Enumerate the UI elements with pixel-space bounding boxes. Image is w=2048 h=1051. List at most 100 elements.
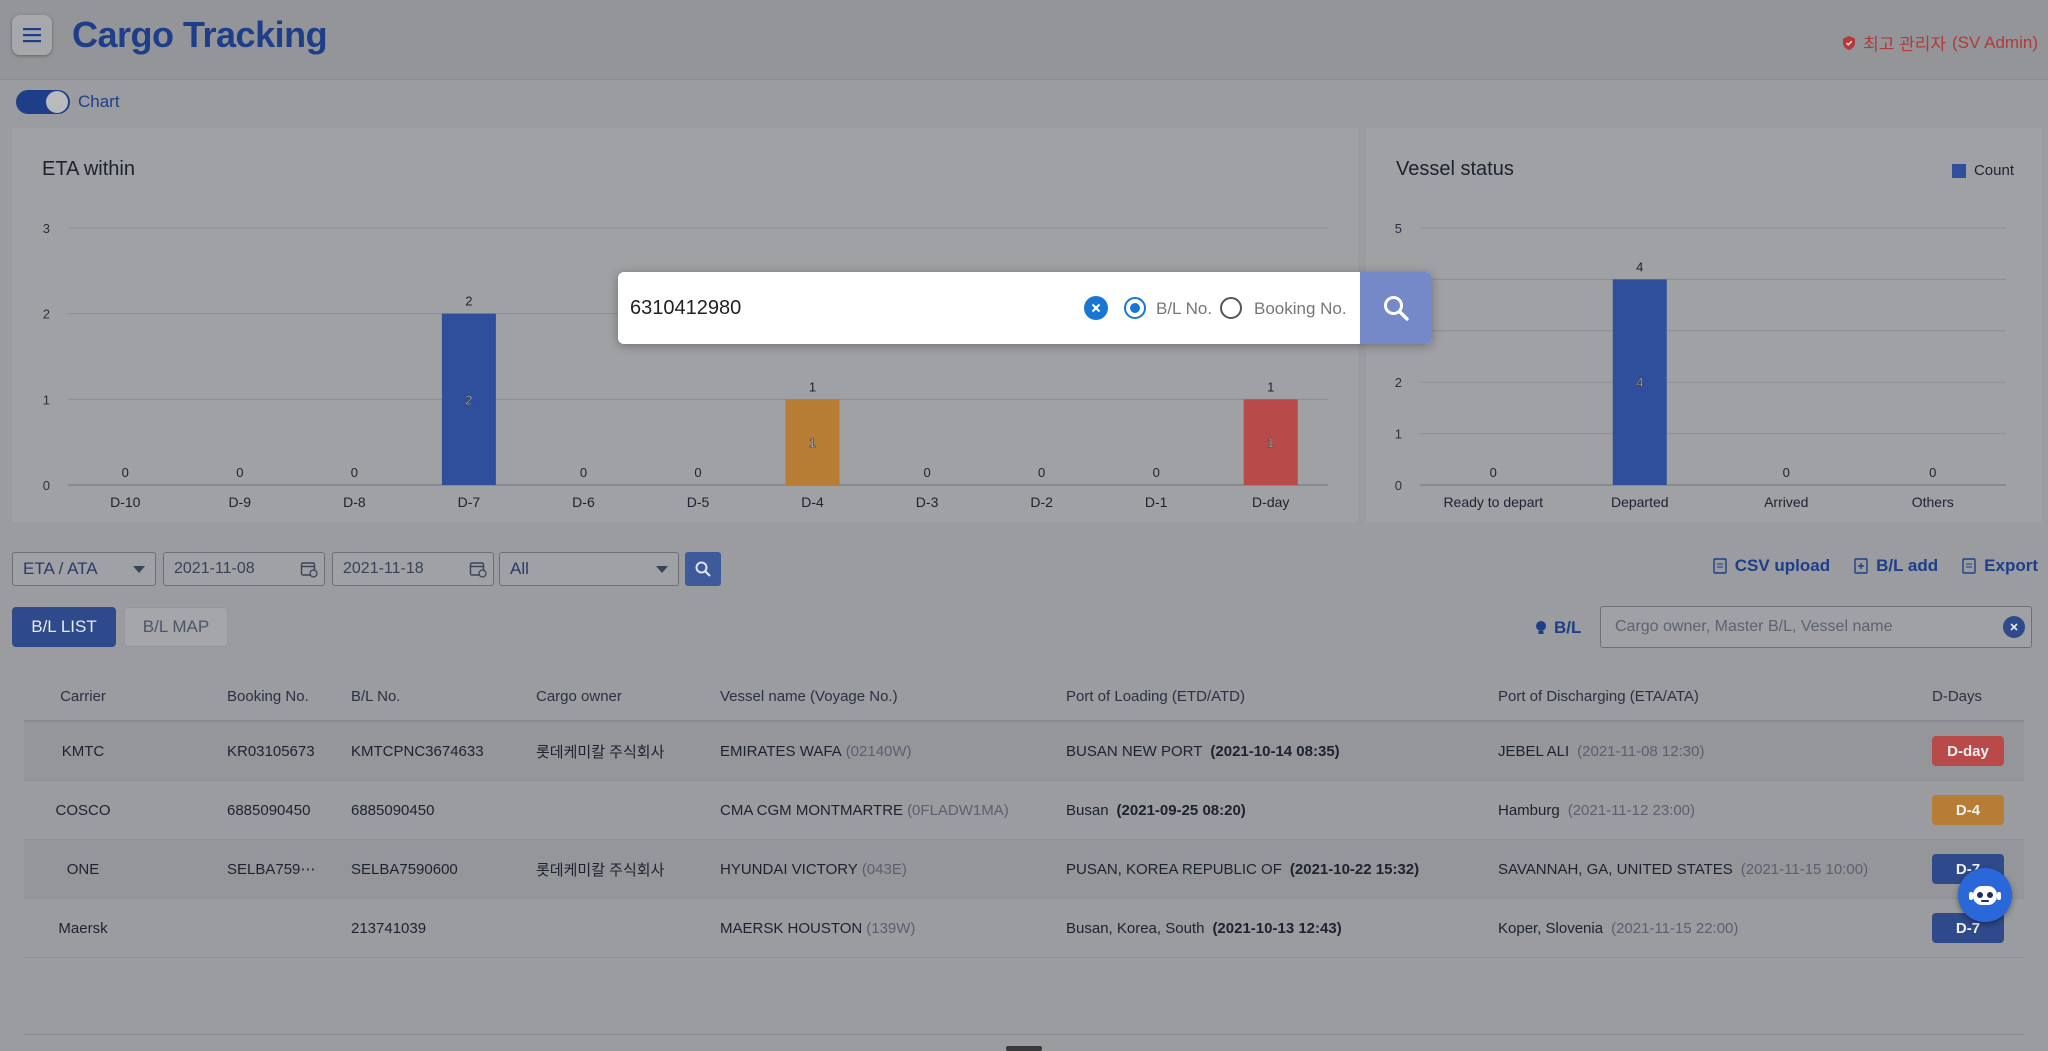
cell-carrier: ONE (66, 860, 100, 878)
data-label: 0 (351, 465, 358, 480)
pod-eta: (2021-11-08 12:30) (1577, 742, 1705, 760)
date-type-select[interactable]: ETA / ATA (12, 552, 156, 586)
cell-ddays: D-day (1932, 722, 2004, 780)
pol-etd: (2021-09-25 08:20) (1116, 801, 1246, 819)
data-label: 0 (580, 465, 587, 480)
radio-booking-no[interactable] (1220, 297, 1242, 319)
header-bl[interactable]: B/L No. (351, 687, 401, 705)
voyage-no: (043E) (861, 860, 907, 878)
cell-pod: JEBEL ALI (2021-11-08 12:30) (1498, 722, 1704, 780)
cell-vessel: MAERSK HOUSTON (139W) (720, 899, 915, 957)
header-vessel[interactable]: Vessel name (Voyage No.) (720, 687, 898, 705)
calendar-icon[interactable] (469, 560, 487, 578)
status-select[interactable]: All (499, 552, 679, 586)
csv-upload-button[interactable]: CSV upload (1713, 556, 1830, 576)
search-button[interactable] (1360, 272, 1432, 344)
export-button[interactable]: Export (1962, 556, 2038, 576)
pod-port: Hamburg (1498, 801, 1560, 819)
x-tick-label: D-9 (229, 494, 252, 510)
export-label: Export (1984, 556, 2038, 575)
chatbot-button[interactable] (1958, 868, 2012, 922)
search-input[interactable] (630, 290, 1050, 326)
date-to-field[interactable]: 2021-11-18 (332, 552, 494, 586)
menu-button[interactable] (12, 15, 52, 55)
radio-bl-no-label[interactable]: B/L No. (1156, 299, 1213, 318)
x-tick-label: D-6 (572, 494, 595, 510)
vessel-chart: 0 1 2 5 0 Ready to depart 4 4 Departed 0 Arrived 0 O… (1395, 221, 2006, 510)
cell-carrier: Maersk (58, 919, 108, 937)
data-label: 0 (1783, 465, 1790, 480)
voyage-no: (0FLADW1MA) (907, 801, 1009, 819)
cell-carrier: KMTC (61, 742, 105, 760)
data-label: 0 (1153, 465, 1160, 480)
radio-booking-no-label[interactable]: Booking No. (1254, 299, 1347, 318)
header-booking[interactable]: Booking No. (227, 687, 309, 705)
clear-icon[interactable] (2003, 616, 2025, 638)
cell-owner: 롯데케미칼 주식회사 (536, 861, 665, 879)
vessel-name: CMA CGM MONTMARTRE (720, 801, 904, 819)
x-tick-label: D-3 (916, 494, 939, 510)
cell-booking: SELBA759⋯ (227, 861, 316, 878)
x-tick-label: D-8 (343, 494, 366, 510)
bar (1243, 399, 1298, 485)
pol-port: Busan (1066, 801, 1109, 819)
data-label: 0 (122, 465, 129, 480)
bar (1612, 279, 1667, 485)
pol-port: Busan, Korea, South (1066, 919, 1205, 937)
x-tick-label: D-10 (110, 494, 141, 510)
vessel-status-card: Vessel status Count 0 1 2 5 0 Ready to depart… (1366, 128, 2042, 522)
table-filter-input[interactable]: Cargo owner, Master B/L, Vessel name (1600, 606, 2032, 648)
cell-pol: BUSAN NEW PORT (2021-10-14 08:35) (1066, 722, 1340, 780)
tab-bl-list[interactable]: B/L LIST (12, 607, 116, 647)
calendar-icon[interactable] (300, 560, 318, 578)
header-owner[interactable]: Cargo owner (536, 687, 622, 705)
tab-bl-map[interactable]: B/L MAP (124, 607, 228, 647)
date-type-value: ETA / ATA (23, 559, 98, 578)
pol-etd: (2021-10-22 15:32) (1289, 860, 1420, 878)
table-filter-placeholder: Cargo owner, Master B/L, Vessel name (1615, 618, 1893, 635)
table-row[interactable]: COSCO 6885090450 6885090450 CMA CGM MONT… (24, 781, 2024, 840)
x-tick-label: D-7 (458, 494, 481, 510)
y-tick-label: 1 (1395, 427, 1402, 442)
data-label: 4 (1636, 259, 1643, 274)
cell-booking: KR03105673 (227, 742, 315, 760)
header-pod[interactable]: Port of Discharging (ETA/ATA) (1498, 687, 1699, 705)
clear-icon[interactable] (1084, 296, 1108, 320)
bar-inner-label: 1 (1267, 435, 1274, 450)
cell-bl: KMTCPNC3674633 (351, 742, 484, 760)
pol-etd: (2021-10-13 12:43) (1212, 919, 1342, 937)
header-carrier[interactable]: Carrier (60, 687, 106, 705)
table-row[interactable]: KMTC KR03105673 KMTCPNC3674633 롯데케미칼 주식회… (24, 722, 2024, 781)
chart-toggle[interactable] (16, 90, 70, 114)
pod-port: Koper, Slovenia (1498, 919, 1604, 937)
table-row[interactable]: ONE SELBA759⋯ SELBA7590600 롯데케미칼 주식회사 HY… (24, 840, 2024, 899)
table-bottom-border (24, 1034, 2024, 1035)
date-from-field[interactable]: 2021-11-08 (163, 552, 325, 586)
y-tick-label: 1 (43, 392, 50, 407)
bl-add-label: B/L add (1876, 556, 1939, 575)
bl-table: Carrier Booking No. B/L No. Cargo owner … (24, 672, 2024, 958)
hamburger-icon (23, 28, 41, 43)
cell-pod: SAVANNAH, GA, UNITED STATES (2021-11-15 1… (1498, 840, 1868, 898)
chevron-down-icon (656, 566, 668, 573)
vessel-legend: Count (1951, 162, 2014, 179)
cell-pol: Busan (2021-09-25 08:20) (1066, 781, 1246, 839)
table-header: Carrier Booking No. B/L No. Cargo owner … (24, 672, 2024, 722)
data-label: 1 (809, 379, 816, 394)
pol-port: PUSAN, KOREA REPUBLIC OF (1066, 860, 1282, 878)
bl-add-button[interactable]: B/L add (1854, 556, 1938, 576)
radio-bl-no[interactable] (1124, 297, 1146, 319)
quick-search-box: B/L No. Booking No. (618, 272, 1432, 344)
search-icon (1384, 296, 1409, 321)
header-pol[interactable]: Port of Loading (ETD/ATD) (1066, 687, 1245, 705)
pod-eta: (2021-11-15 22:00) (1611, 919, 1739, 937)
user-role[interactable]: 최고 관리자 (SV Admin) (1841, 30, 2038, 55)
scroll-handle[interactable] (1006, 1046, 1042, 1051)
header-ddays[interactable]: D-Days (1932, 687, 1983, 705)
bl-hint[interactable]: B/L (1534, 618, 1581, 638)
cell-booking: 6885090450 (227, 801, 311, 819)
chevron-down-icon (133, 566, 145, 573)
filter-search-button[interactable] (685, 552, 721, 586)
bar-inner-label: 1 (809, 435, 816, 450)
table-row[interactable]: Maersk 213741039 MAERSK HOUSTON (139W) Bu… (24, 899, 2024, 958)
